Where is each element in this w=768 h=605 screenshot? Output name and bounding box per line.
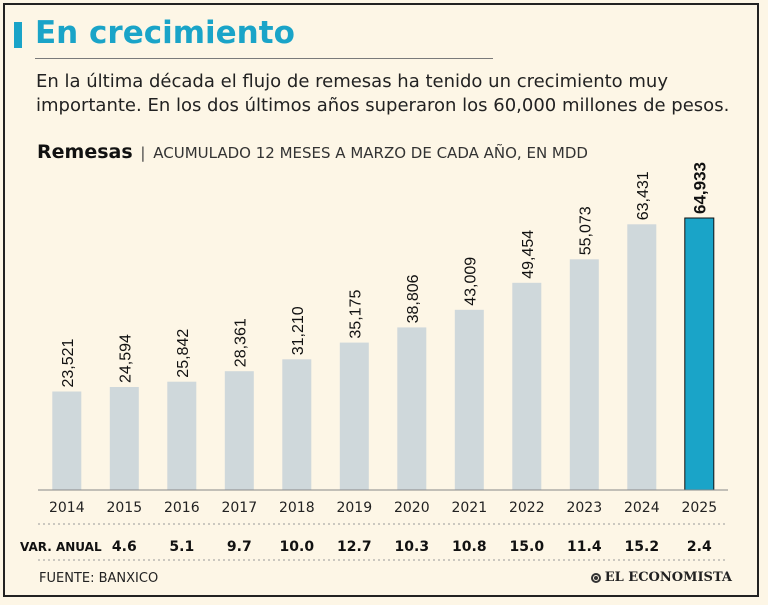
value-label-2016: 25,842 [175,329,192,378]
var-anual-2016: 5.1 [169,539,194,555]
brand-name: EL ECONOMISTA [604,570,732,585]
chart-title-bold: Remesas [37,141,133,163]
source-note: FUENTE: BANXICO [39,571,159,586]
var-anual-2021: 10.8 [452,539,487,555]
x-tick-2023: 2023 [566,500,602,516]
x-tick-2019: 2019 [336,500,372,516]
chart-title-separator: | [140,144,146,162]
value-label-2014: 23,521 [60,338,77,387]
x-tick-2014: 2014 [49,500,85,516]
x-tick-2021: 2021 [451,500,487,516]
x-tick-2016: 2016 [164,500,200,516]
bars-group [52,217,715,491]
x-tick-2022: 2022 [509,500,545,516]
value-label-2021: 43,009 [462,257,479,306]
value-label-2024: 63,431 [635,171,652,220]
chart-title: Remesas | ACUMULADO 12 MESES A MARZO DE … [37,141,588,163]
value-label-2023: 55,073 [577,206,594,255]
bar-2019 [339,342,369,490]
value-label-2019: 35,175 [347,290,364,339]
subtitle-text: En la última década el flujo de remesas … [36,71,730,116]
bar-2020 [397,327,427,490]
value-label-2020: 38,806 [405,274,422,323]
var-anual-2025: 2.4 [687,539,712,555]
value-label-2015: 24,594 [117,334,134,383]
bar-2022 [512,282,542,490]
bar-2025 [684,217,715,491]
x-tick-2025: 2025 [681,500,717,516]
value-label-2025: 64,933 [690,162,709,214]
brand-logo: EL ECONOMISTA [590,570,732,585]
var-anual-2017: 9.7 [227,539,252,555]
x-tick-2018: 2018 [279,500,315,516]
var-anual-2022: 15.0 [510,539,545,555]
bar-2017 [224,371,254,490]
brand-icon [590,572,601,583]
var-anual-2018: 10.0 [280,539,315,555]
value-label-2017: 28,361 [232,318,249,367]
bar-2014 [52,391,82,490]
value-label-2022: 49,454 [520,230,537,279]
bar-2023 [569,259,599,490]
bar-2016 [167,381,197,490]
x-tick-2020: 2020 [394,500,430,516]
var-anual-label: VAR. ANUAL [20,540,102,554]
value-labels-group: 23,521 24,594 25,842 28,361 31,210 35,175 38,8… [60,162,709,388]
var-anual-2023: 11.4 [567,539,602,555]
x-tick-2015: 2015 [106,500,142,516]
var-anual-2024: 15.2 [625,539,660,555]
bar-2018 [282,359,312,490]
value-label-2018: 31,210 [290,306,307,355]
var-anual-2015: 4.6 [112,539,137,555]
var-anual-2020: 10.3 [395,539,430,555]
bar-2015 [109,387,139,490]
bar-2024 [627,224,657,491]
x-tick-labels-group: 2014 2015 2016 2017 2018 2019 2020 2021 2022 2023… [49,500,717,516]
var-anual-values-group: 4.6 5.1 9.7 10.0 12.7 10.3 10.8 15.0 11.4 15.2 2.4 [112,539,712,555]
x-tick-2017: 2017 [221,500,257,516]
bar-2021 [454,309,484,490]
title-divider [35,58,493,59]
title-accent-bar [14,22,22,48]
var-anual-2019: 12.7 [337,539,372,555]
page-title: En crecimiento [35,15,295,51]
chart-title-detail: ACUMULADO 12 MESES A MARZO DE CADA AÑO, … [153,144,588,162]
x-tick-2024: 2024 [624,500,660,516]
